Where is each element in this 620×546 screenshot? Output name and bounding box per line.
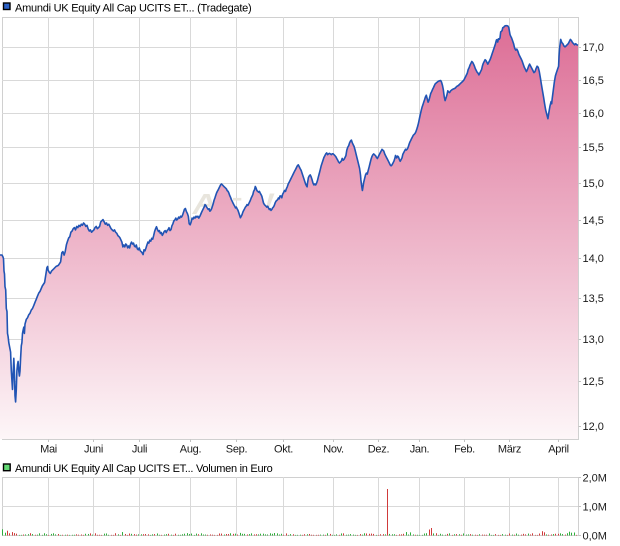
svg-text:Nov.: Nov. xyxy=(323,444,344,456)
svg-text:2,0M: 2,0M xyxy=(583,473,607,485)
svg-text:16,0: 16,0 xyxy=(583,108,604,120)
svg-text:Dez.: Dez. xyxy=(368,444,390,456)
svg-text:0,0M: 0,0M xyxy=(583,531,607,543)
svg-text:14,0: 14,0 xyxy=(583,253,604,265)
svg-text:Okt.: Okt. xyxy=(274,444,293,456)
svg-text:16,5: 16,5 xyxy=(583,75,604,87)
svg-text:17,0: 17,0 xyxy=(583,42,604,54)
svg-text:15,5: 15,5 xyxy=(583,142,604,154)
svg-text:12,0: 12,0 xyxy=(583,421,604,433)
svg-text:März: März xyxy=(498,444,521,456)
svg-text:Amundi UK Equity All Cap UCITS: Amundi UK Equity All Cap UCITS ET... Vol… xyxy=(15,463,273,475)
svg-text:Jan.: Jan. xyxy=(410,444,430,456)
svg-text:Feb.: Feb. xyxy=(454,444,475,456)
svg-text:Mai: Mai xyxy=(40,444,57,456)
svg-text:12,5: 12,5 xyxy=(583,376,604,388)
svg-text:Juni: Juni xyxy=(84,444,103,456)
svg-text:13,0: 13,0 xyxy=(583,334,604,346)
svg-text:15,0: 15,0 xyxy=(583,178,604,190)
svg-text:14,5: 14,5 xyxy=(583,215,604,227)
svg-text:April: April xyxy=(548,444,569,456)
svg-text:Aug.: Aug. xyxy=(180,444,202,456)
svg-text:Amundi UK Equity All Cap UCITS: Amundi UK Equity All Cap UCITS ET... (Tr… xyxy=(15,3,251,15)
svg-text:13,5: 13,5 xyxy=(583,293,604,305)
svg-text:Sep.: Sep. xyxy=(226,444,248,456)
svg-text:1,0M: 1,0M xyxy=(583,502,607,514)
svg-text:Juli: Juli xyxy=(132,444,147,456)
